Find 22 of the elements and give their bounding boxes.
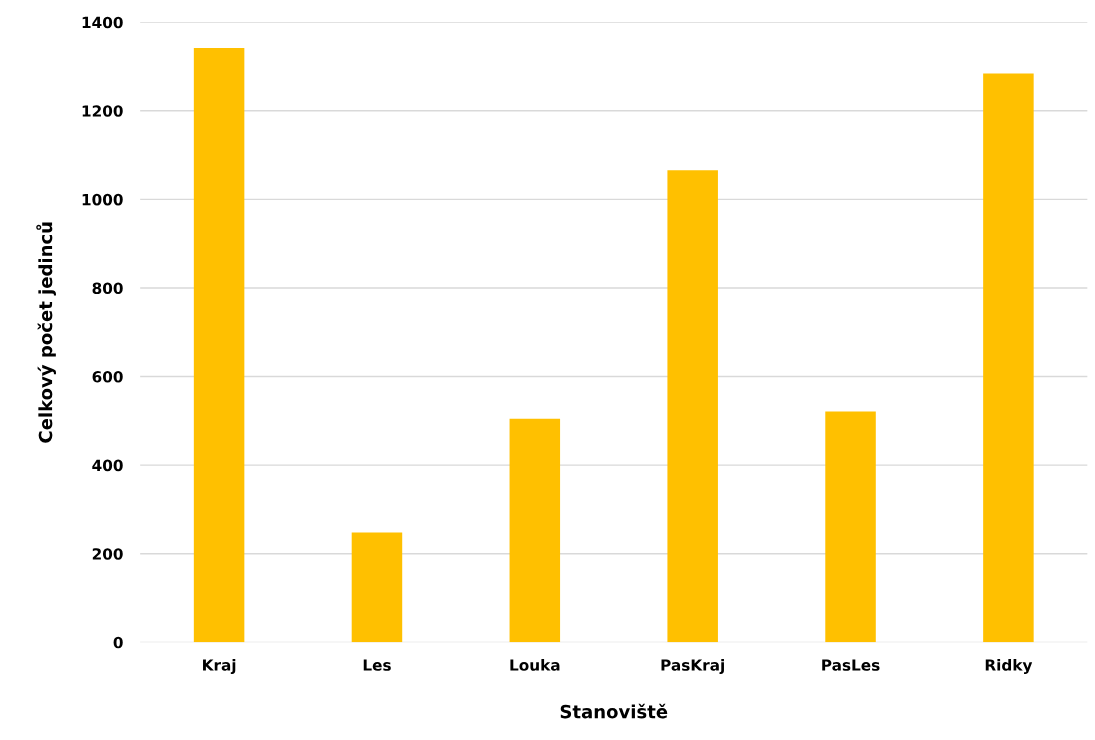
y-tick-label: 800	[92, 282, 123, 294]
bar	[351, 532, 403, 643]
y-tick-label: 200	[92, 548, 123, 560]
x-tick-label: Les	[363, 659, 391, 671]
x-tick-label: Kraj	[203, 658, 236, 674]
bar	[193, 47, 245, 643]
bar	[825, 411, 876, 643]
x-tick-label: PasKraj	[661, 658, 724, 674]
y-axis-title: Celkový počet jedinců	[36, 222, 56, 443]
x-axis-title: Stanoviště	[560, 703, 668, 719]
bar	[983, 73, 1034, 643]
y-tick-label: 1000	[82, 193, 123, 206]
y-tick-label: 0	[113, 636, 123, 649]
x-tick-label: Louka	[510, 658, 560, 671]
x-tick-label: PasLes	[822, 659, 880, 671]
y-tick-label: 600	[92, 371, 123, 383]
y-tick-label: 1200	[82, 105, 123, 117]
y-tick-label: 400	[92, 459, 123, 472]
y-tick-label: 1400	[82, 16, 123, 29]
bar	[667, 170, 718, 643]
x-tick-label: Ridky	[985, 658, 1033, 674]
bar	[509, 418, 561, 643]
